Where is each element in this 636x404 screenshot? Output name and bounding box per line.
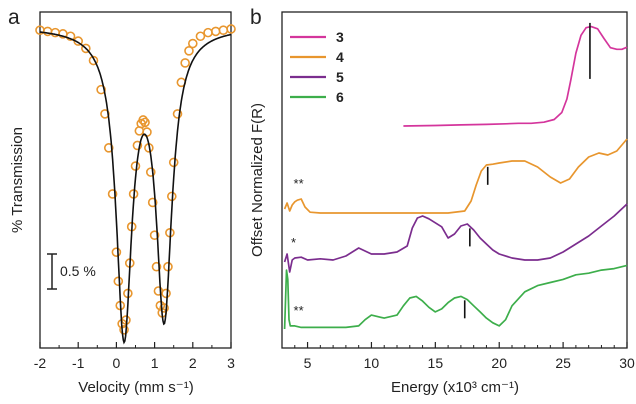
asterisk-annotation: ** [294, 176, 304, 191]
panel-b-letter: b [250, 6, 262, 29]
panel-a-data-point [149, 230, 160, 240]
scale-bar: 0.5 % [47, 253, 96, 290]
panel-b-x-tick-label: 30 [619, 355, 635, 371]
panel-a-x-tick-label: -2 [34, 355, 47, 371]
panel-a-x-ticks: -2 -1 0 1 2 3 [34, 342, 235, 371]
panel-a-data-point [132, 140, 143, 151]
panel-a-data-point [65, 31, 76, 42]
panel-b-annotations: ***** [291, 176, 304, 318]
panel-a-data-point [180, 58, 190, 68]
panel-a-data-point [107, 189, 118, 199]
panel-a-data-point [100, 109, 110, 119]
panel-a-x-tick-label: 0 [113, 355, 121, 371]
panel-a-x-tick-label: 1 [151, 355, 159, 371]
panel-a-data-point [113, 276, 124, 287]
legend-label-5: 5 [336, 69, 344, 85]
panel-b-x-tick-label: 15 [428, 355, 444, 371]
panel-b-x-tick-label: 20 [491, 355, 507, 371]
panel-b-frame [281, 11, 628, 349]
panel-b-series [283, 25, 628, 330]
panel-a-data-point [218, 25, 229, 35]
panel-a-data-point [184, 46, 194, 56]
panel-a-data-point [147, 197, 158, 208]
panel-a-data-point [172, 109, 183, 119]
panel-b-y-axis-title: Offset Normalized F(R) [249, 103, 266, 257]
asterisk-annotation: * [291, 235, 296, 250]
panel-b-x-tick-label: 25 [555, 355, 571, 371]
asterisk-annotation: ** [294, 303, 304, 318]
panel-a-data-point [138, 115, 148, 125]
panel-a-letter: a [8, 6, 20, 29]
panel-a-x-axis-title: Velocity (mm s⁻¹) [78, 379, 193, 396]
panel-a-data-point [81, 43, 91, 54]
panel-a-y-axis-title: % Transmission [9, 127, 26, 233]
panel-a-x-tick-label: 2 [189, 355, 197, 371]
panel-a: a -2 -1 0 1 2 3 0.5 % Velocity (mm s⁻¹) % Tra… [8, 6, 236, 396]
panel-a-data-point [159, 303, 169, 313]
legend-label-4: 4 [336, 49, 344, 65]
panel-a-fit-curve [39, 31, 232, 345]
panel-a-data-point [161, 288, 171, 299]
panel-a-data-point [203, 27, 213, 38]
panel-b-x-axis-title: Energy (x10³ cm⁻¹) [391, 379, 519, 396]
panel-a-data-point [130, 161, 141, 171]
panel-a-data-point [140, 117, 150, 128]
panel-b-x-tick-label: 10 [364, 355, 380, 371]
panel-a-data-point [210, 26, 221, 37]
scale-bar-label: 0.5 % [60, 263, 96, 279]
panel-b-x-tick-label: 5 [304, 355, 312, 371]
legend-label-3: 3 [336, 29, 344, 45]
panel-b-markers [463, 22, 591, 319]
panel-a-data-point [195, 31, 206, 42]
panel-a-data-point [145, 167, 156, 177]
panel-b-x-ticks: 5 10 15 20 25 30 [294, 342, 635, 371]
panel-a-data-point [119, 325, 129, 335]
panel-a-data-point [111, 247, 122, 257]
legend: 3 4 5 6 [290, 29, 344, 105]
panel-a-x-tick-label: -1 [72, 355, 85, 371]
panel-a-x-tick-label: 3 [227, 355, 235, 371]
series-line-3 [403, 25, 628, 127]
panel-a-data-point [88, 55, 99, 66]
series-line-6 [283, 264, 628, 330]
panel-a-data-point [151, 261, 162, 272]
series-line-4 [283, 138, 628, 214]
panel-a-data-point [96, 84, 106, 95]
panel-a-data-point [103, 143, 114, 153]
panel-a-data-point [226, 24, 236, 34]
series-line-5 [283, 203, 628, 273]
panel-a-data-point [188, 38, 198, 49]
legend-label-6: 6 [336, 89, 344, 105]
panel-a-data-point [168, 157, 179, 168]
